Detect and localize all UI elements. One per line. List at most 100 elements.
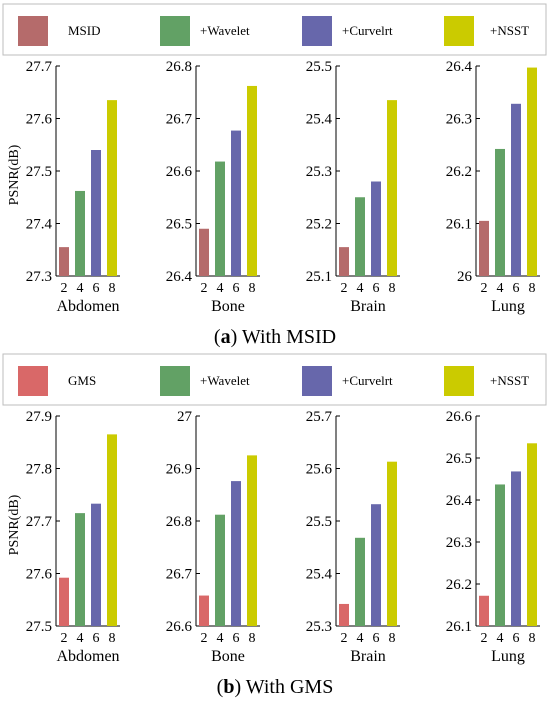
bar <box>107 434 117 626</box>
x-tick-label: 2 <box>201 281 208 296</box>
y-tick-label: 27.6 <box>26 567 53 583</box>
subplot-label: Abdomen <box>56 648 119 665</box>
x-tick-label: 6 <box>513 631 520 646</box>
bar <box>371 181 381 276</box>
y-tick-label: 26.2 <box>446 164 472 180</box>
bar <box>339 603 349 626</box>
y-tick-label: 25.4 <box>306 567 333 583</box>
x-tick-label: 4 <box>497 631 504 646</box>
x-tick-label: 2 <box>341 631 348 646</box>
x-tick-label: 4 <box>77 281 84 296</box>
y-tick-label: 27.6 <box>26 112 53 128</box>
bar <box>91 150 101 276</box>
bar <box>231 130 241 276</box>
x-tick-label: 6 <box>373 281 380 296</box>
x-tick-label: 8 <box>389 281 396 296</box>
bar <box>495 484 505 626</box>
subplot-label: Abdomen <box>56 298 119 315</box>
bar <box>59 577 69 626</box>
bar <box>495 148 505 276</box>
x-tick-label: 4 <box>217 631 224 646</box>
y-tick-label: 27.5 <box>26 619 52 635</box>
y-tick-label: 25.5 <box>306 514 332 530</box>
bar <box>59 247 69 276</box>
bar <box>355 197 365 276</box>
x-tick-label: 8 <box>109 631 116 646</box>
bar <box>247 85 257 276</box>
caption-b: (b) With GMS <box>216 676 334 698</box>
subplot-label: Brain <box>350 298 386 315</box>
x-tick-label: 6 <box>93 281 100 296</box>
y-tick-label: 27.9 <box>26 409 52 425</box>
legend-swatch <box>444 366 474 396</box>
y-tick-label: 26.5 <box>166 217 192 233</box>
y-tick-label: 25.2 <box>306 217 332 233</box>
bar <box>479 595 489 626</box>
caption-b-text: With GMS <box>245 676 334 698</box>
legend-label: GMS <box>68 373 96 388</box>
y-tick-label: 25.3 <box>306 164 332 180</box>
subplot-label: Brain <box>350 648 386 665</box>
x-tick-label: 4 <box>217 281 224 296</box>
y-tick-label: 26.3 <box>446 112 472 128</box>
bar <box>231 481 241 626</box>
x-tick-label: 4 <box>77 631 84 646</box>
y-tick-label: 26.9 <box>166 462 192 478</box>
legend-swatch <box>160 366 190 396</box>
bar <box>387 100 397 276</box>
x-tick-label: 6 <box>373 631 380 646</box>
bar <box>215 161 225 276</box>
subplot-label: Bone <box>211 648 245 665</box>
x-tick-label: 2 <box>201 631 208 646</box>
bar <box>339 247 349 276</box>
x-tick-label: 8 <box>389 631 396 646</box>
legend-swatch <box>444 16 474 46</box>
y-tick-label: 26.7 <box>166 112 193 128</box>
y-tick-label: 25.1 <box>306 269 332 285</box>
y-tick-label: 26.5 <box>446 451 472 467</box>
y-tick-label: 27 <box>177 409 193 425</box>
bar <box>479 220 489 276</box>
x-tick-label: 8 <box>249 631 256 646</box>
legend-label: +Curvelrt <box>342 373 393 388</box>
x-tick-label: 8 <box>249 281 256 296</box>
y-tick-label: 26.3 <box>446 535 472 551</box>
x-tick-label: 6 <box>233 631 240 646</box>
x-tick-label: 4 <box>357 281 364 296</box>
legend-swatch <box>302 366 332 396</box>
x-tick-label: 6 <box>233 281 240 296</box>
x-tick-label: 2 <box>481 281 488 296</box>
y-tick-label: 25.7 <box>306 409 333 425</box>
y-tick-label: 26.4 <box>446 59 473 75</box>
x-tick-label: 6 <box>93 631 100 646</box>
x-tick-label: 4 <box>357 631 364 646</box>
y-tick-label: 27.3 <box>26 269 52 285</box>
bar <box>199 228 209 276</box>
y-tick-label: 26.6 <box>446 409 473 425</box>
bar <box>527 443 537 626</box>
bar <box>215 514 225 626</box>
y-tick-label: 27.5 <box>26 164 52 180</box>
caption-a-label: a <box>220 326 231 348</box>
y-tick-label: 25.3 <box>306 619 332 635</box>
y-axis-label: PSNR(dB) <box>7 144 22 205</box>
bar <box>75 513 85 626</box>
y-tick-label: 25.5 <box>306 59 332 75</box>
bar <box>511 103 521 276</box>
legend-swatch <box>302 16 332 46</box>
caption-b-label: b <box>223 676 235 698</box>
legend-label: +Wavelet <box>200 23 250 38</box>
bar <box>75 190 85 276</box>
subplot-label: Lung <box>491 298 525 315</box>
x-tick-label: 2 <box>481 631 488 646</box>
legend-label: +NSST <box>490 373 529 388</box>
subplot-label: Lung <box>491 648 525 665</box>
y-tick-label: 26.6 <box>166 164 193 180</box>
bar <box>511 471 521 626</box>
y-tick-label: 26.4 <box>166 269 193 285</box>
legend-label: MSID <box>68 23 101 38</box>
y-tick-label: 26.2 <box>446 577 472 593</box>
x-tick-label: 2 <box>61 281 68 296</box>
legend-swatch <box>18 16 48 46</box>
